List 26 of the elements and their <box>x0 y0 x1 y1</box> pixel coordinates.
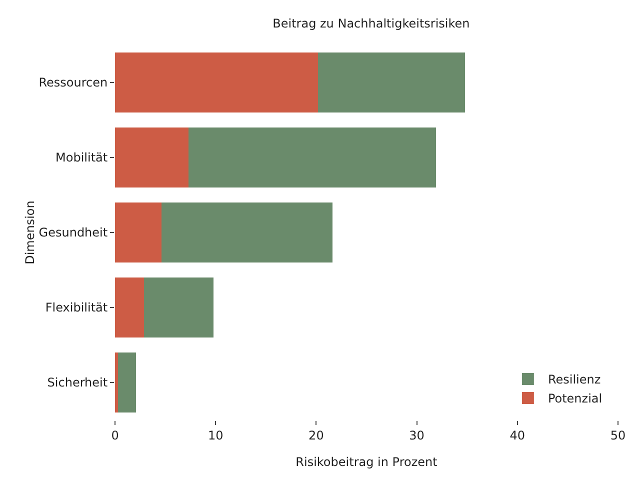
y-tick-label: Gesundheit <box>38 226 108 240</box>
y-tick-label: Ressourcen <box>38 76 108 90</box>
y-tick-label: Mobilität <box>56 150 108 165</box>
x-axis-title: Risikobeitrag in Prozent <box>296 455 438 469</box>
bar <box>318 52 466 112</box>
chart-title: Beitrag zu Nachhaltigkeitsrisiken <box>272 16 470 31</box>
bar <box>115 202 162 262</box>
legend-label: Resilienz <box>548 372 601 387</box>
y-axis-title: Dimension <box>22 200 37 264</box>
bar <box>115 352 118 412</box>
bar <box>144 278 214 338</box>
legend-label: Potenzial <box>548 392 602 406</box>
bar <box>115 128 188 188</box>
bar <box>115 52 318 112</box>
bar <box>115 278 144 338</box>
y-tick-label: Sicherheit <box>47 376 108 390</box>
y-tick-label: Flexibilität <box>45 300 108 315</box>
x-tick-label: 40 <box>510 428 526 442</box>
x-tick-label: 20 <box>308 428 324 442</box>
x-tick-label: 50 <box>610 428 626 442</box>
x-tick-label: 0 <box>111 428 119 442</box>
x-tick-label: 10 <box>208 428 224 442</box>
bar <box>161 202 332 262</box>
bar <box>118 352 136 412</box>
bar <box>188 128 436 188</box>
x-tick-label: 30 <box>409 428 424 442</box>
